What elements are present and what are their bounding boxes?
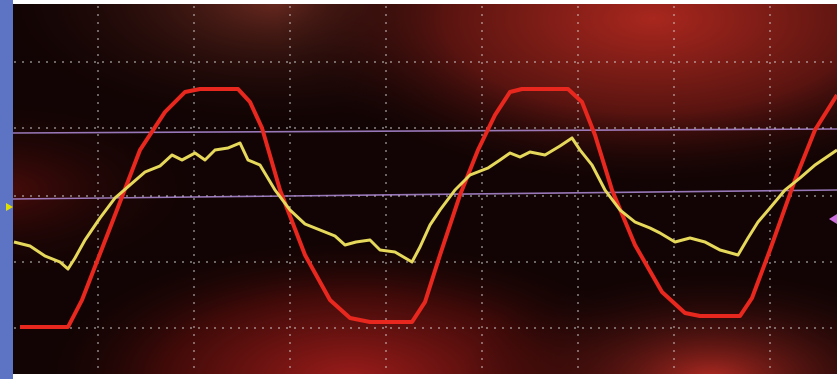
left-channel-marker: [6, 203, 13, 211]
cursor-line-middle: [12, 189, 837, 200]
bottom-border: [0, 374, 837, 379]
red-trace: [20, 87, 837, 329]
top-border: [0, 0, 837, 4]
yellow-trace: [13, 136, 837, 271]
left-bezel: [0, 0, 13, 379]
right-trigger-marker: [829, 214, 837, 224]
graticule-grid: [14, 6, 837, 372]
